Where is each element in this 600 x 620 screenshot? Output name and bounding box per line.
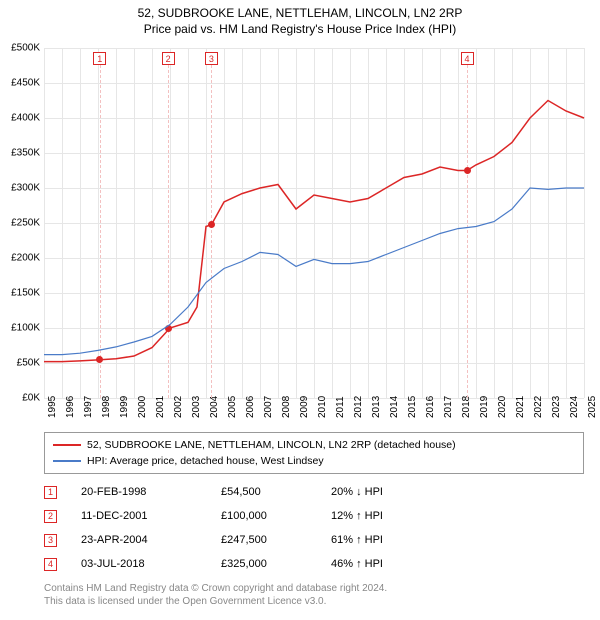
footer-line: This data is licensed under the Open Gov…	[44, 595, 584, 608]
x-axis-label: 2013	[371, 396, 382, 418]
x-axis-label: 2002	[173, 396, 184, 418]
x-axis-label: 1999	[119, 396, 130, 418]
x-axis-label: 2008	[281, 396, 292, 418]
y-axis-label: £500K	[0, 43, 40, 54]
sales-pct: 20% ↓ HPI	[331, 486, 441, 498]
x-axis-label: 2018	[461, 396, 472, 418]
legend: 52, SUDBROOKE LANE, NETTLEHAM, LINCOLN, …	[44, 432, 584, 474]
x-axis-label: 2007	[263, 396, 274, 418]
x-axis-label: 1996	[65, 396, 76, 418]
x-axis-label: 2025	[587, 396, 598, 418]
sales-price: £247,500	[221, 534, 331, 546]
sales-price: £325,000	[221, 558, 331, 570]
x-axis-label: 2017	[443, 396, 454, 418]
sales-marker: 1	[44, 486, 57, 499]
series-property	[44, 101, 584, 362]
x-axis-label: 2004	[209, 396, 220, 418]
legend-swatch	[53, 460, 81, 462]
y-axis-label: £150K	[0, 288, 40, 299]
x-axis-label: 2003	[191, 396, 202, 418]
sales-price: £54,500	[221, 486, 331, 498]
chart-subtitle: Price paid vs. HM Land Registry's House …	[0, 22, 600, 36]
y-axis-label: £200K	[0, 253, 40, 264]
x-axis-label: 1998	[101, 396, 112, 418]
y-axis-label: £450K	[0, 78, 40, 89]
footer: Contains HM Land Registry data © Crown c…	[44, 582, 584, 608]
y-axis-label: £50K	[0, 358, 40, 369]
y-axis-label: £400K	[0, 113, 40, 124]
x-axis-label: 1995	[47, 396, 58, 418]
sales-row: 4 03-JUL-2018£325,00046% ↑ HPI	[44, 552, 441, 576]
sales-price: £100,000	[221, 510, 331, 522]
x-axis-label: 2022	[533, 396, 544, 418]
x-axis-label: 2015	[407, 396, 418, 418]
legend-item: 52, SUDBROOKE LANE, NETTLEHAM, LINCOLN, …	[53, 437, 575, 453]
legend-label: HPI: Average price, detached house, West…	[87, 455, 324, 467]
x-axis-label: 2000	[137, 396, 148, 418]
y-axis-label: £300K	[0, 183, 40, 194]
sales-date: 23-APR-2004	[81, 534, 221, 546]
series-hpi	[44, 188, 584, 355]
gridline-v	[584, 48, 585, 398]
sales-date: 03-JUL-2018	[81, 558, 221, 570]
sales-pct: 46% ↑ HPI	[331, 558, 441, 570]
y-axis-label: £100K	[0, 323, 40, 334]
title-block: 52, SUDBROOKE LANE, NETTLEHAM, LINCOLN, …	[0, 6, 600, 36]
sales-marker: 2	[44, 510, 57, 523]
x-axis-label: 2009	[299, 396, 310, 418]
sales-row: 1 20-FEB-1998£54,50020% ↓ HPI	[44, 480, 441, 504]
sales-marker: 3	[44, 534, 57, 547]
sales-date: 11-DEC-2001	[81, 510, 221, 522]
x-axis-label: 2012	[353, 396, 364, 418]
x-axis-label: 2020	[497, 396, 508, 418]
legend-swatch	[53, 444, 81, 446]
y-axis-label: £350K	[0, 148, 40, 159]
x-axis-label: 2021	[515, 396, 526, 418]
x-axis-label: 2001	[155, 396, 166, 418]
sales-row: 2 11-DEC-2001£100,00012% ↑ HPI	[44, 504, 441, 528]
footer-line: Contains HM Land Registry data © Crown c…	[44, 582, 584, 595]
y-axis-label: £0K	[0, 393, 40, 404]
sales-row: 3 23-APR-2004£247,50061% ↑ HPI	[44, 528, 441, 552]
x-axis-label: 2011	[335, 396, 346, 418]
y-axis-label: £250K	[0, 218, 40, 229]
legend-label: 52, SUDBROOKE LANE, NETTLEHAM, LINCOLN, …	[87, 439, 456, 451]
x-axis-label: 2005	[227, 396, 238, 418]
sales-marker: 4	[44, 558, 57, 571]
page: 52, SUDBROOKE LANE, NETTLEHAM, LINCOLN, …	[0, 0, 600, 620]
x-axis-label: 2010	[317, 396, 328, 418]
legend-item: HPI: Average price, detached house, West…	[53, 453, 575, 469]
chart-svg	[44, 48, 584, 398]
chart-area: £0K£50K£100K£150K£200K£250K£300K£350K£40…	[44, 48, 584, 398]
x-axis-label: 2016	[425, 396, 436, 418]
x-axis-label: 2006	[245, 396, 256, 418]
sales-pct: 12% ↑ HPI	[331, 510, 441, 522]
sales-pct: 61% ↑ HPI	[331, 534, 441, 546]
x-axis-label: 1997	[83, 396, 94, 418]
sales-date: 20-FEB-1998	[81, 486, 221, 498]
x-axis-label: 2019	[479, 396, 490, 418]
sales-table: 1 20-FEB-1998£54,50020% ↓ HPI 2 11-DEC-2001…	[44, 480, 441, 576]
x-axis-label: 2014	[389, 396, 400, 418]
x-axis-label: 2024	[569, 396, 580, 418]
chart-title: 52, SUDBROOKE LANE, NETTLEHAM, LINCOLN, …	[0, 6, 600, 20]
x-axis-label: 2023	[551, 396, 562, 418]
